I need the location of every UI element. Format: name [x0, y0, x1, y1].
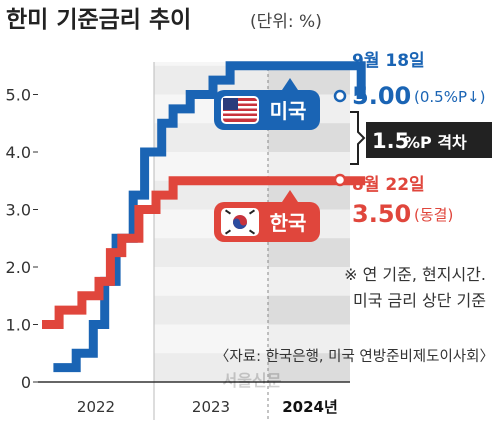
- series-line-us: [53, 61, 366, 373]
- kr-callout: 한국: [214, 190, 320, 242]
- gap-label: %P 격차: [404, 133, 467, 152]
- us-end-point: [333, 89, 347, 103]
- y-tick-label: 2.0: [6, 258, 31, 277]
- us-callout: 미국: [214, 78, 320, 130]
- kr-flag-icon: [221, 208, 259, 236]
- note-line-1: ※ 연 기준, 현지시간.: [344, 265, 486, 284]
- us-flag-icon: [221, 96, 259, 124]
- us-callout-pointer: [282, 78, 298, 90]
- kr-label: 한국: [270, 211, 307, 235]
- y-axis: 0 1.0 2.0 3.0 4.0 5.0: [6, 86, 38, 392]
- series-group: [42, 61, 366, 373]
- us-change-label: (0.5%P↓): [414, 88, 485, 106]
- kr-end-point: [333, 173, 347, 187]
- x-tick-label-2024: 2024년: [282, 398, 338, 416]
- grid-stripe: [38, 62, 350, 66]
- source-label: 〈자료: 한국은행, 미국 연방준비제도이사회〉: [215, 348, 494, 365]
- watermark: 서울신문: [223, 371, 282, 390]
- us-label: 미국: [270, 99, 307, 123]
- kr-change-label: (동결): [414, 206, 453, 224]
- y-tick-label: 3.0: [6, 201, 31, 220]
- us-date-label: 9월 18일: [352, 51, 425, 71]
- y-tick-label: 5.0: [6, 86, 31, 105]
- series-line-kr: [42, 176, 366, 329]
- grid-stripe: [38, 152, 350, 181]
- x-tick-label-2023: 2023: [192, 398, 230, 416]
- kr-rate-value: 3.50: [352, 200, 411, 228]
- unit-label: (단위: %): [250, 12, 322, 32]
- y-tick-label: 1.0: [6, 316, 31, 335]
- grid-stripes: [38, 62, 350, 354]
- kr-date-label: 8월 22일: [352, 175, 425, 195]
- note-line-2: 미국 금리 상단 기준: [353, 291, 486, 310]
- gap-box: [366, 122, 492, 158]
- grid-stripe: [38, 267, 350, 296]
- gap-value: 1.5: [372, 129, 409, 153]
- us-rate-value: 5.00: [352, 82, 411, 110]
- kr-callout-pointer: [282, 190, 298, 202]
- gap-brace: [350, 111, 366, 165]
- chart-title: 한미 기준금리 추이: [6, 7, 191, 33]
- x-tick-label-2022: 2022: [77, 398, 115, 416]
- y-tick-label: 0: [21, 373, 31, 392]
- y-tick-label: 4.0: [6, 143, 31, 162]
